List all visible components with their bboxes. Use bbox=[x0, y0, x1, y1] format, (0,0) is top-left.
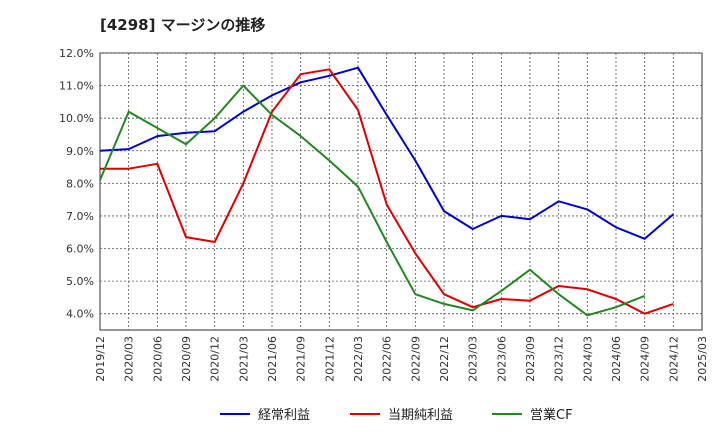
chart-title: [4298] マージンの推移 bbox=[100, 16, 266, 34]
x-tick-label: 2022/12 bbox=[438, 336, 451, 382]
x-tick-label: 2024/12 bbox=[667, 336, 680, 382]
x-tick-label: 2020/03 bbox=[123, 336, 136, 382]
x-tick-label: 2020/12 bbox=[209, 336, 222, 382]
y-tick-label: 9.0% bbox=[66, 145, 94, 158]
y-tick-label: 10.0% bbox=[59, 112, 94, 125]
x-tick-label: 2022/06 bbox=[381, 336, 394, 382]
x-tick-label: 2023/12 bbox=[553, 336, 566, 382]
y-tick-label: 7.0% bbox=[66, 210, 94, 223]
x-tick-label: 2023/09 bbox=[524, 336, 537, 382]
x-tick-label: 2021/06 bbox=[266, 336, 279, 382]
y-tick-label: 6.0% bbox=[66, 243, 94, 256]
legend-label: 営業CF bbox=[530, 407, 573, 423]
x-tick-label: 2023/03 bbox=[467, 336, 480, 382]
y-tick-label: 12.0% bbox=[59, 47, 94, 60]
x-tick-label: 2024/09 bbox=[639, 336, 652, 382]
x-tick-label: 2025/03 bbox=[696, 336, 709, 382]
x-tick-label: 2021/09 bbox=[295, 336, 308, 382]
x-tick-label: 2021/03 bbox=[237, 336, 250, 382]
x-tick-label: 2020/06 bbox=[151, 336, 164, 382]
series-line-1 bbox=[99, 66, 674, 240]
y-tick-label: 11.0% bbox=[59, 80, 94, 93]
x-tick-label: 2019/12 bbox=[94, 336, 107, 382]
legend-label: 経常利益 bbox=[258, 408, 310, 423]
x-tick-label: 2022/09 bbox=[409, 336, 422, 382]
y-tick-label: 5.0% bbox=[66, 275, 94, 288]
series-line-3 bbox=[99, 84, 646, 317]
y-tick-label: 8.0% bbox=[66, 177, 94, 190]
plot-area bbox=[99, 52, 703, 331]
x-tick-label: 2024/03 bbox=[581, 336, 594, 382]
legend-label: 当期純利益 bbox=[388, 408, 453, 423]
x-tick-label: 2022/03 bbox=[352, 336, 365, 382]
x-tick-label: 2024/06 bbox=[610, 336, 623, 382]
y-tick-label: 4.0% bbox=[66, 308, 94, 321]
series-line-2 bbox=[100, 68, 674, 315]
x-tick-label: 2021/12 bbox=[323, 336, 336, 382]
x-tick-label: 2023/06 bbox=[495, 336, 508, 382]
x-tick-label: 2020/09 bbox=[180, 336, 193, 382]
